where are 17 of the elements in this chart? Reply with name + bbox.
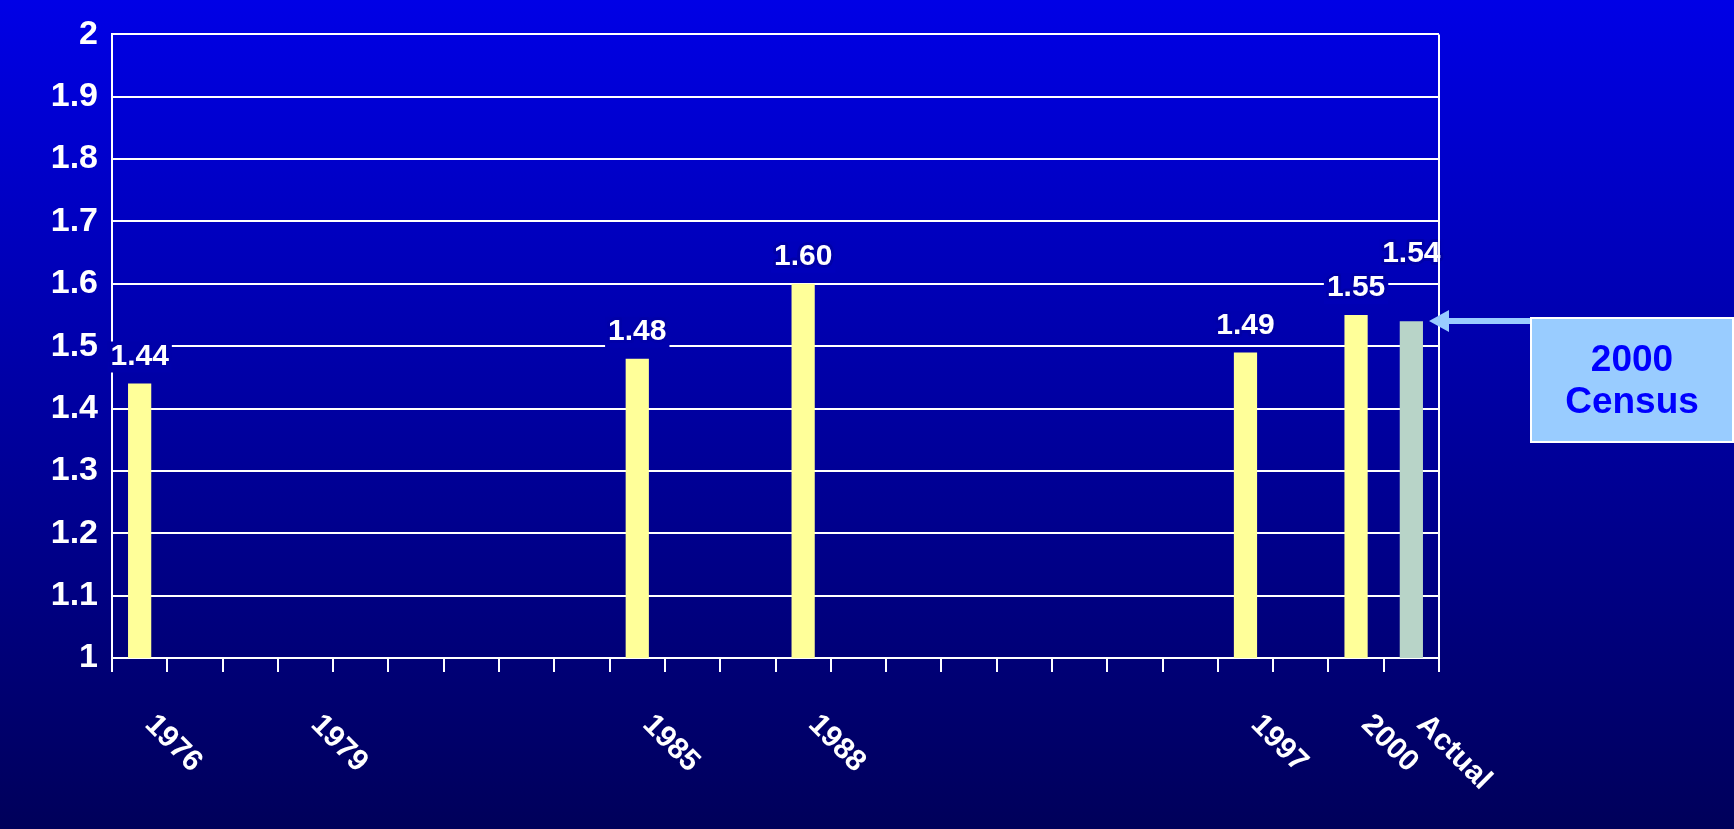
text: 2000 Census (1530, 317, 1734, 444)
y-tick-label: 1.6 (50, 262, 98, 301)
data-label: 1.48 (608, 312, 667, 346)
y-tick-label: 1.1 (50, 574, 98, 613)
data-label: 1.49 (1216, 306, 1275, 340)
y-tick-label: 1 (79, 636, 98, 675)
data-label: 1.60 (773, 238, 833, 272)
y-tick-label: 1.9 (50, 75, 98, 114)
y-tick-label: 1.3 (50, 449, 98, 488)
y-tick-label: 1.5 (50, 324, 98, 363)
y-tick-label: 1.8 (50, 137, 98, 176)
y-tick-label: 2 (79, 12, 98, 51)
data-label: 1.55 (1326, 269, 1386, 303)
y-tick-label: 1.4 (50, 386, 99, 425)
y-tick-label: 1.2 (50, 511, 98, 550)
data-label: 1.44 (110, 337, 170, 371)
y-tick-label: 1.7 (50, 199, 98, 238)
